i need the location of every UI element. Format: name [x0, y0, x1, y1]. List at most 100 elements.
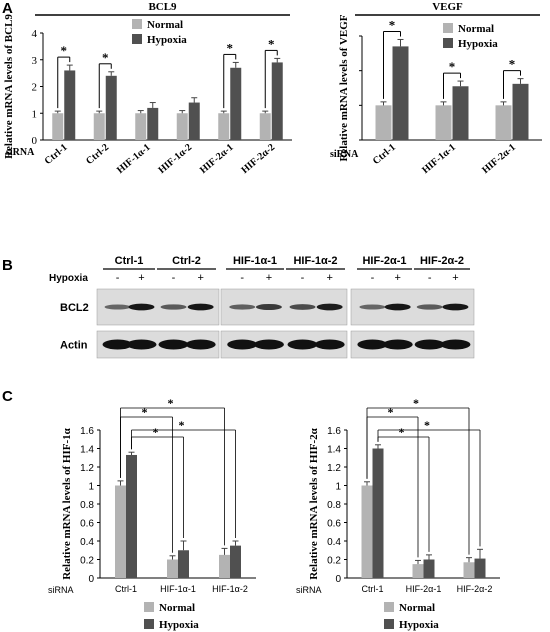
y-tick-label: 0.6	[327, 519, 341, 530]
blot-band	[126, 339, 157, 350]
blot-band	[128, 303, 155, 311]
blot-band	[357, 339, 388, 350]
blot-group-label: HIF-2α-2	[420, 255, 464, 267]
hypoxia-minus: -	[116, 272, 120, 284]
y-tick-label: 1.6	[327, 426, 341, 437]
y-tick-label: 3	[32, 55, 38, 67]
bar-normal	[495, 105, 512, 140]
significance-star: *	[168, 396, 174, 410]
significance-star: *	[424, 418, 430, 432]
hypoxia-minus: -	[371, 272, 375, 284]
hypoxia-plus: +	[452, 272, 458, 284]
y-tick-label: 0.8	[80, 500, 94, 511]
blot-band	[289, 304, 316, 310]
significance-star: *	[389, 17, 396, 32]
blot-band	[102, 339, 133, 350]
significance-star: *	[142, 405, 148, 419]
blot-band	[229, 304, 256, 310]
y-tick-label: 0.8	[327, 500, 341, 511]
blot-band	[316, 303, 343, 311]
blot-band	[314, 339, 345, 350]
hypoxia-plus: +	[197, 272, 203, 284]
blot-band	[158, 339, 189, 350]
blot-band	[416, 304, 443, 310]
bar-hypoxia	[126, 454, 137, 578]
y-tick-label: 4	[32, 28, 38, 40]
significance-star: *	[61, 43, 68, 58]
bar-normal	[167, 559, 178, 578]
significance-star: *	[449, 59, 456, 74]
legend-swatch-normal	[443, 23, 453, 33]
sirna-label: siRNA	[296, 585, 322, 595]
x-tick-label: HIF-1α-1	[115, 142, 153, 176]
x-tick-label: HIF-1α-1	[420, 142, 458, 176]
x-tick-label: HIF-2α-1	[480, 142, 518, 176]
bar-normal	[218, 113, 230, 140]
y-axis-label: Relative mRNA levels of BCL9	[3, 14, 15, 159]
legend-label-normal: Normal	[147, 19, 183, 31]
legend-swatch-normal	[384, 602, 394, 612]
y-tick-label: 0	[335, 574, 341, 585]
x-tick-label: HIF-2α-1	[406, 584, 442, 594]
blot-band	[359, 304, 386, 310]
sirna-label: siRNA	[48, 585, 74, 595]
significance-star: *	[179, 418, 185, 432]
bar-normal	[435, 105, 452, 140]
legend-swatch-hypoxia	[132, 34, 142, 44]
legend-swatch-hypoxia	[384, 619, 394, 629]
y-tick-label: 1.6	[80, 426, 94, 437]
legend-swatch-normal	[144, 602, 154, 612]
blot-band	[440, 339, 471, 350]
chart-title: BCL9	[148, 1, 177, 13]
panel-letter-a: A	[2, 0, 13, 17]
y-tick-label: 0.4	[327, 537, 341, 548]
y-tick-label: 1	[88, 482, 94, 493]
blot-group-label: HIF-1α-1	[233, 255, 277, 267]
panel-letter-c: C	[2, 388, 13, 405]
bar-hypoxia	[147, 107, 159, 140]
hypoxia-minus: -	[428, 272, 432, 284]
significance-star: *	[388, 405, 394, 419]
hypoxia-plus: +	[138, 272, 144, 284]
blot-group-label: HIF-2α-1	[362, 255, 406, 267]
hypoxia-plus: +	[394, 272, 400, 284]
legend-swatch-normal	[132, 19, 142, 29]
bar-hypoxia	[230, 67, 242, 140]
y-tick-label: 1	[335, 482, 341, 493]
hypoxia-plus: +	[326, 272, 332, 284]
y-axis-label: Relative mRNA levels of VEGF	[338, 14, 350, 161]
hypoxia-minus: -	[301, 272, 305, 284]
significance-star: *	[153, 425, 159, 439]
bar-hypoxia	[512, 83, 529, 140]
y-tick-label: 1.4	[327, 445, 341, 456]
x-tick-label: HIF-1α-2	[156, 142, 194, 176]
bar-normal	[52, 113, 64, 140]
bar-hypoxia	[230, 545, 241, 578]
y-tick-label: 2	[32, 82, 38, 94]
blot-band	[382, 339, 413, 350]
bar-normal	[361, 485, 373, 578]
blot-band	[160, 304, 187, 310]
y-tick-label: 0.4	[80, 537, 94, 548]
chart-title: VEGF	[432, 1, 463, 13]
x-tick-label: Ctrl-1	[371, 142, 398, 167]
y-tick-label: 0.6	[80, 519, 94, 530]
significance-star: *	[227, 40, 234, 55]
x-tick-label: HIF-2α-2	[239, 142, 277, 176]
blot-band	[442, 303, 469, 311]
bar-normal	[375, 105, 392, 140]
y-tick-label: 1.4	[80, 445, 94, 456]
bar-normal	[135, 113, 147, 140]
blot-band	[287, 339, 318, 350]
bar-hypoxia	[64, 70, 76, 140]
significance-star: *	[413, 396, 419, 410]
hypoxia-plus: +	[266, 272, 272, 284]
legend-label-normal: Normal	[458, 23, 494, 35]
bar-normal	[463, 562, 475, 578]
legend-label-hypoxia: Hypoxia	[159, 619, 199, 631]
panel-letter-b: B	[2, 257, 13, 274]
blot-band	[384, 303, 411, 311]
x-tick-label: HIF-2α-2	[457, 584, 493, 594]
